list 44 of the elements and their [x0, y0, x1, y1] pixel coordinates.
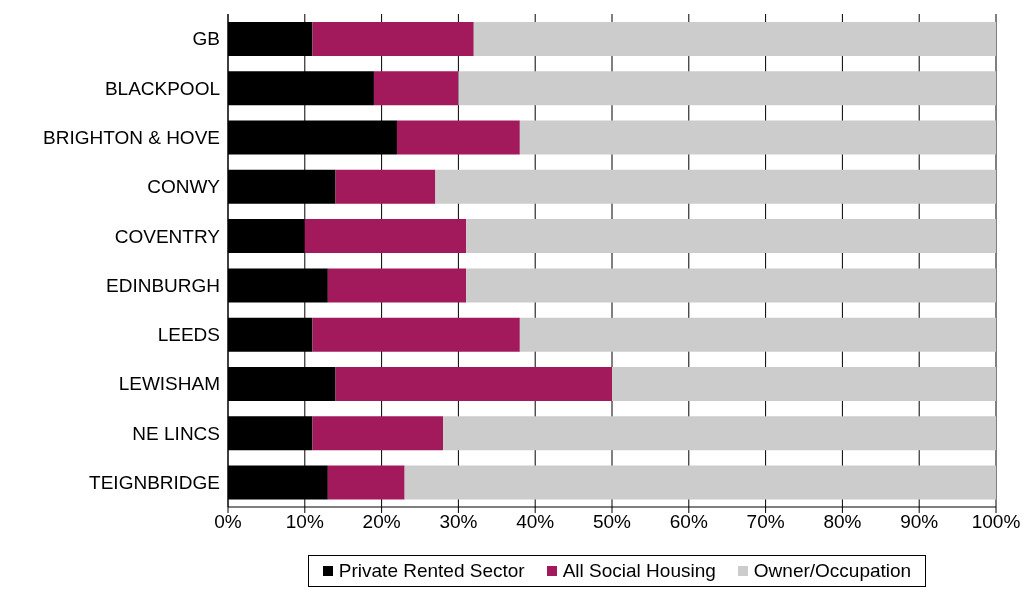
x-tick-label: 30% [439, 511, 478, 533]
bar [466, 219, 996, 254]
bar [612, 366, 996, 401]
y-tick-label: GB [192, 28, 220, 50]
bar [312, 416, 444, 451]
legend-label: Private Rented Sector [338, 560, 525, 582]
bar [435, 169, 996, 204]
bar [466, 268, 996, 303]
x-tick-label: 20% [362, 511, 401, 533]
bar [519, 317, 996, 352]
bar [458, 71, 996, 106]
x-tick-label: 40% [516, 511, 555, 533]
x-tick-label: 80% [823, 511, 862, 533]
y-tick-label: LEEDS [157, 324, 220, 346]
y-tick-label: NE LINCS [132, 422, 220, 444]
y-tick-label: TEIGNBRIDGE [89, 472, 220, 494]
y-tick-label: BLACKPOOL [104, 77, 220, 99]
x-tick-label: 10% [285, 511, 324, 533]
bar [304, 219, 467, 254]
bar [443, 416, 996, 451]
bar [312, 317, 520, 352]
legend-label: Owner/Occupation [753, 560, 912, 582]
x-tick-label: 50% [592, 511, 632, 533]
x-tick-label: 90% [900, 511, 939, 533]
x-tick-label: 0% [214, 511, 242, 533]
y-tick-label: EDINBURGH [105, 274, 220, 296]
bar [404, 465, 996, 500]
bar [373, 71, 459, 106]
bar [327, 465, 405, 500]
bar [327, 268, 467, 303]
bar [396, 120, 520, 155]
y-tick-label: BRIGHTON & HOVE [42, 126, 220, 148]
y-tick-label: LEWISHAM [118, 373, 220, 395]
x-tick-label: 60% [669, 511, 708, 533]
y-tick-label: COVENTRY [114, 225, 221, 247]
bar [335, 366, 612, 401]
legend-label: All Social Housing [562, 560, 716, 582]
x-tick-label: 100% [971, 511, 1021, 533]
y-tick-label: CONWY [147, 176, 221, 198]
bar [335, 169, 436, 204]
bar [519, 120, 996, 155]
bar [312, 21, 474, 56]
x-tick-label: 70% [746, 511, 785, 533]
bar [473, 21, 996, 56]
